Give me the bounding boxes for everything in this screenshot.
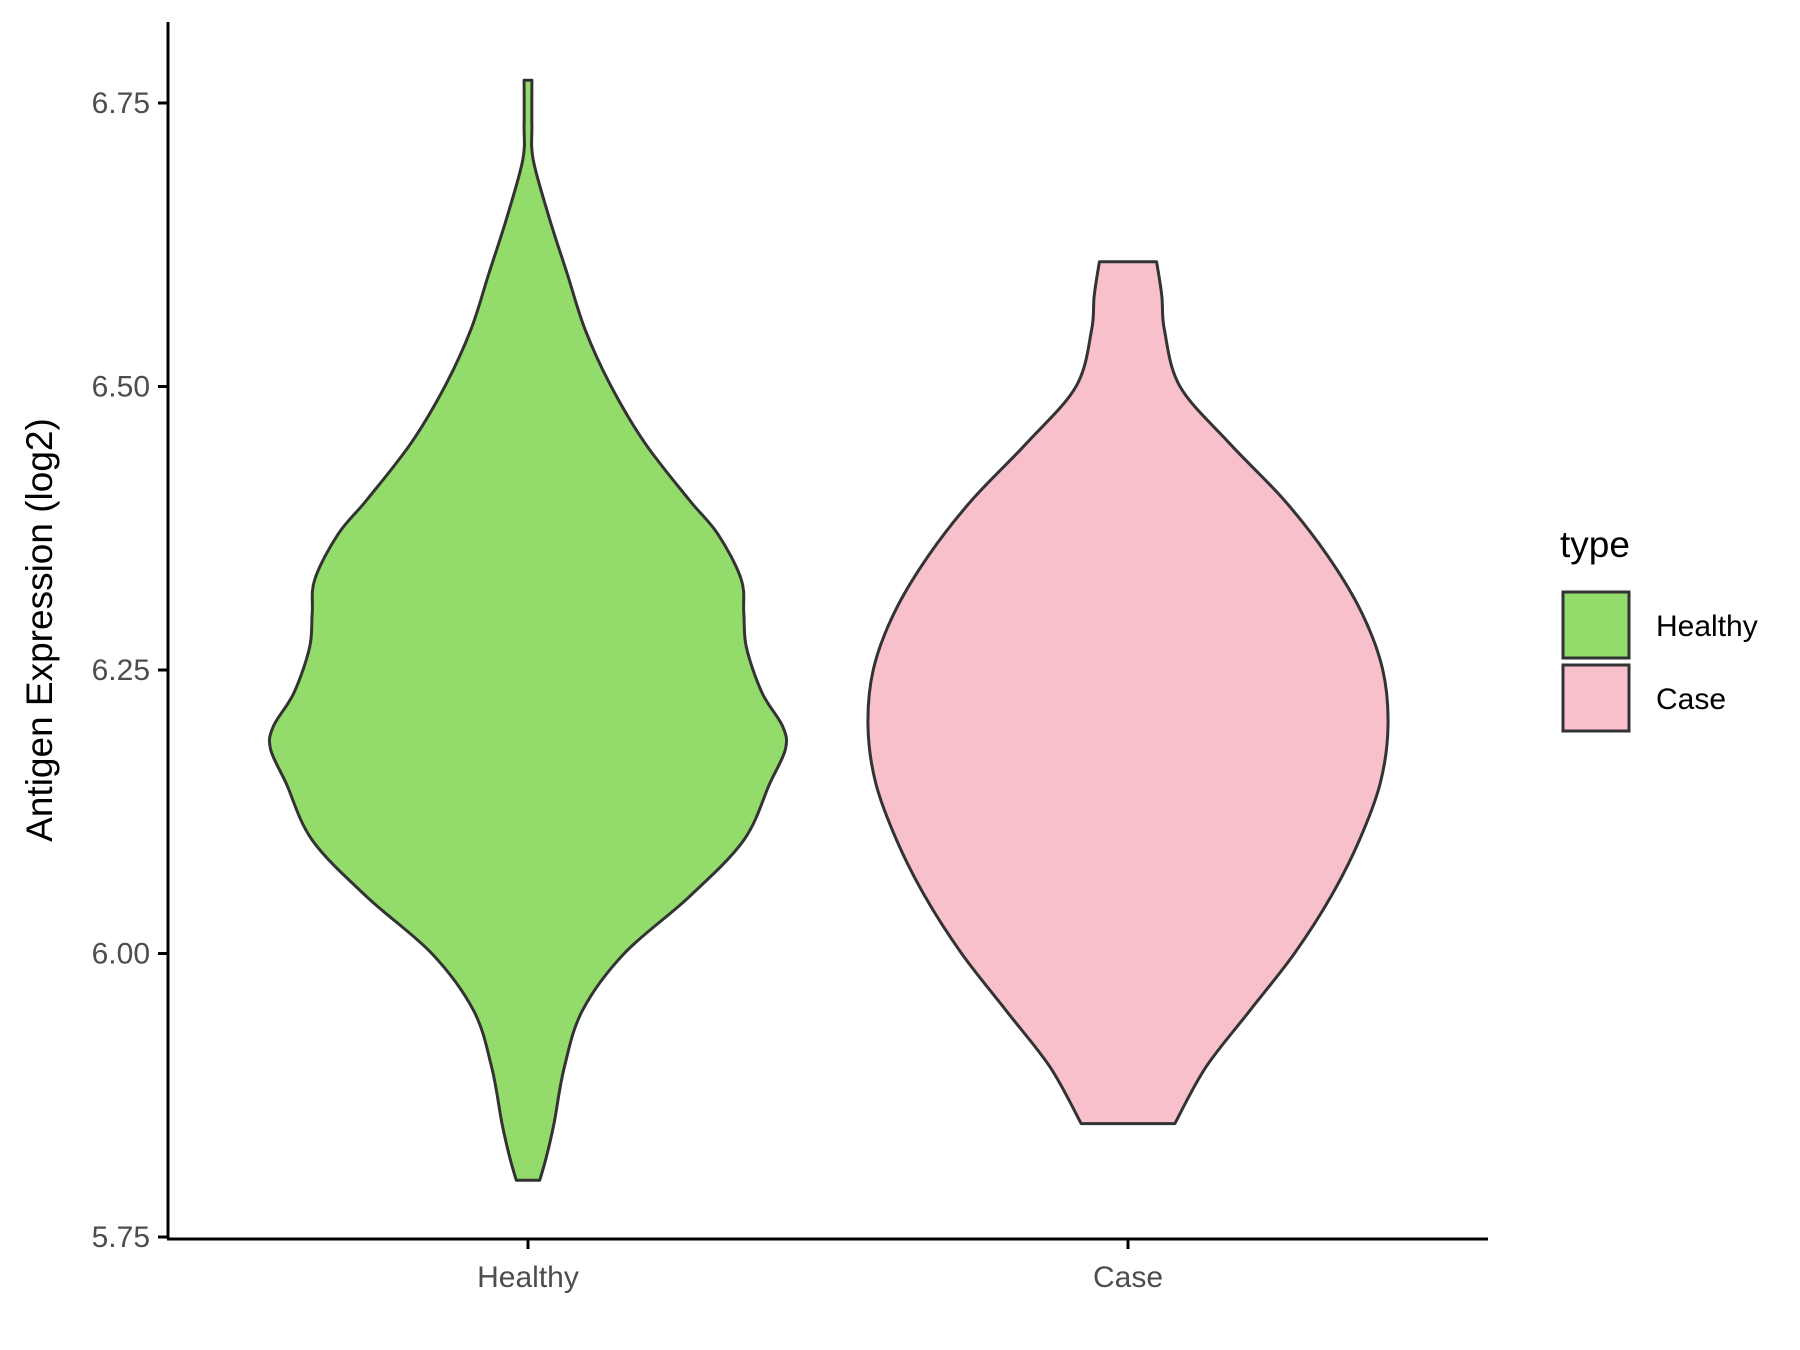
y-ticks: 5.75 6.00 6.25 6.50 6.75 [92,87,168,1254]
axes: 5.75 6.00 6.25 6.50 6.75 Healthy Case [92,22,1488,1294]
y-tick-label: 5.75 [92,1221,150,1254]
legend-label-healthy: Healthy [1656,610,1758,643]
y-tick-label: 6.00 [92,938,150,971]
violin-layer [267,78,1390,1182]
y-tick-label: 6.50 [92,371,150,404]
y-tick-label: 6.25 [92,654,150,687]
x-tick-label: Healthy [477,1261,579,1294]
legend-swatch-case [1561,663,1631,733]
legend: type Healthy Case [1560,524,1758,733]
violin-case [866,260,1390,1126]
legend-label-case: Case [1656,683,1726,716]
legend-entries: Healthy Case [1561,590,1758,733]
y-axis-title: Antigen Expression (log2) [19,418,60,842]
legend-title: type [1560,524,1630,565]
legend-swatch-healthy [1561,590,1631,660]
y-tick-label: 6.75 [92,87,150,120]
violin-healthy [267,78,789,1182]
x-ticks: Healthy Case [477,1239,1163,1294]
x-tick-label: Case [1093,1261,1163,1294]
